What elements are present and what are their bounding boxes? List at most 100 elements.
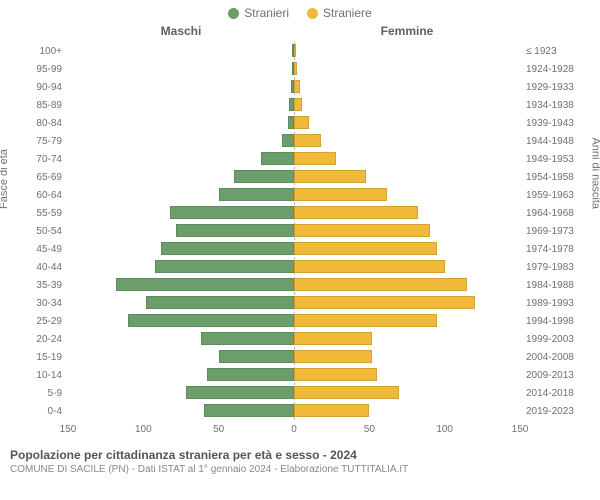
legend-item-female: Straniere bbox=[307, 6, 372, 20]
legend-swatch-female bbox=[307, 8, 318, 19]
bar-area bbox=[68, 78, 520, 96]
male-bar bbox=[128, 314, 294, 327]
birth-year-label: 2014-2018 bbox=[520, 388, 592, 399]
age-label: 50-54 bbox=[8, 226, 68, 237]
age-label: 15-19 bbox=[8, 352, 68, 363]
age-label: 25-29 bbox=[8, 316, 68, 327]
bar-area bbox=[68, 366, 520, 384]
age-label: 100+ bbox=[8, 46, 68, 57]
header-female: Femmine bbox=[294, 24, 520, 40]
bar-area bbox=[68, 60, 520, 78]
bar-area bbox=[68, 330, 520, 348]
pyramid-row: 10-142009-2013 bbox=[8, 366, 592, 384]
birth-year-label: 1969-1973 bbox=[520, 226, 592, 237]
pyramid-row: 50-54 1969-1973 bbox=[8, 222, 592, 240]
bar-area bbox=[68, 384, 520, 402]
legend-label-female: Straniere bbox=[323, 6, 372, 20]
female-bar bbox=[294, 296, 475, 309]
pyramid-row: 45-491974-1978 bbox=[8, 240, 592, 258]
bar-area bbox=[68, 348, 520, 366]
birth-year-label: 1964-1968 bbox=[520, 208, 592, 219]
age-label: 60-64 bbox=[8, 190, 68, 201]
pyramid-row: 70-74 1949-1953 bbox=[8, 150, 592, 168]
male-bar bbox=[201, 332, 294, 345]
legend: Stranieri Straniere bbox=[0, 0, 600, 24]
female-bar bbox=[294, 386, 399, 399]
x-tick-label: 50 bbox=[364, 424, 375, 435]
age-label: 70-74 bbox=[8, 154, 68, 165]
birth-year-label: 2009-2013 bbox=[520, 370, 592, 381]
birth-year-label: ≤ 1923 bbox=[520, 46, 592, 57]
birth-year-label: 1994-1998 bbox=[520, 316, 592, 327]
age-label: 30-34 bbox=[8, 298, 68, 309]
female-bar bbox=[294, 80, 300, 93]
female-bar bbox=[294, 332, 372, 345]
age-label: 90-94 bbox=[8, 82, 68, 93]
female-bar bbox=[294, 206, 418, 219]
y-axis-left-title: Fasce di età bbox=[0, 149, 10, 209]
birth-year-label: 1924-1928 bbox=[520, 64, 592, 75]
caption: Popolazione per cittadinanza straniera p… bbox=[0, 442, 600, 475]
header-male: Maschi bbox=[68, 24, 294, 40]
bar-area bbox=[68, 402, 520, 420]
caption-title: Popolazione per cittadinanza straniera p… bbox=[10, 448, 590, 462]
age-label: 85-89 bbox=[8, 100, 68, 111]
pyramid-row: 5-92014-2018 bbox=[8, 384, 592, 402]
female-bar bbox=[294, 188, 387, 201]
bar-area bbox=[68, 204, 520, 222]
age-label: 55-59 bbox=[8, 208, 68, 219]
male-bar bbox=[146, 296, 294, 309]
y-axis-right-title: Anni di nascita bbox=[590, 137, 600, 209]
age-label: 35-39 bbox=[8, 280, 68, 291]
x-tick-label: 150 bbox=[512, 424, 529, 435]
female-bar bbox=[294, 44, 296, 57]
pyramid-row: 95-99 1924-1928 bbox=[8, 60, 592, 78]
female-bar bbox=[294, 152, 336, 165]
birth-year-label: 2004-2008 bbox=[520, 352, 592, 363]
bar-area bbox=[68, 294, 520, 312]
male-bar bbox=[261, 152, 294, 165]
x-tick-label: 100 bbox=[436, 424, 453, 435]
birth-year-label: 1954-1958 bbox=[520, 172, 592, 183]
female-bar bbox=[294, 368, 377, 381]
pyramid-row: 80-841939-1943 bbox=[8, 114, 592, 132]
x-axis-ticks: 15010050050100150 bbox=[68, 424, 520, 438]
male-bar bbox=[116, 278, 294, 291]
male-bar bbox=[176, 224, 294, 237]
age-label: 95-99 bbox=[8, 64, 68, 75]
birth-year-label: 1944-1948 bbox=[520, 136, 592, 147]
male-bar bbox=[170, 206, 294, 219]
bar-area bbox=[68, 42, 520, 60]
birth-year-label: 1989-1993 bbox=[520, 298, 592, 309]
bar-area bbox=[68, 276, 520, 294]
birth-year-label: 1974-1978 bbox=[520, 244, 592, 255]
x-tick-label: 150 bbox=[60, 424, 77, 435]
birth-year-label: 1939-1943 bbox=[520, 118, 592, 129]
male-bar bbox=[186, 386, 294, 399]
female-bar bbox=[294, 278, 467, 291]
male-bar bbox=[155, 260, 294, 273]
female-bar bbox=[294, 98, 302, 111]
chart-area: Maschi Femmine Fasce di età Anni di nasc… bbox=[0, 24, 600, 442]
age-label: 20-24 bbox=[8, 334, 68, 345]
legend-label-male: Stranieri bbox=[244, 6, 289, 20]
x-tick-label: 0 bbox=[291, 424, 297, 435]
bar-area bbox=[68, 186, 520, 204]
female-bar bbox=[294, 260, 445, 273]
male-bar bbox=[204, 404, 294, 417]
birth-year-label: 1949-1953 bbox=[520, 154, 592, 165]
age-label: 65-69 bbox=[8, 172, 68, 183]
pyramid-row: 60-641959-1963 bbox=[8, 186, 592, 204]
legend-swatch-male bbox=[228, 8, 239, 19]
age-label: 40-44 bbox=[8, 262, 68, 273]
pyramid-row: 20-241999-2003 bbox=[8, 330, 592, 348]
female-bar bbox=[294, 242, 437, 255]
male-bar bbox=[234, 170, 294, 183]
caption-subtitle: COMUNE DI SACILE (PN) - Dati ISTAT al 1°… bbox=[10, 464, 590, 475]
x-tick-label: 50 bbox=[213, 424, 224, 435]
female-bar bbox=[294, 116, 309, 129]
bar-area bbox=[68, 222, 520, 240]
bar-area bbox=[68, 132, 520, 150]
female-bar bbox=[294, 350, 372, 363]
pyramid-row: 0-42019-2023 bbox=[8, 402, 592, 420]
